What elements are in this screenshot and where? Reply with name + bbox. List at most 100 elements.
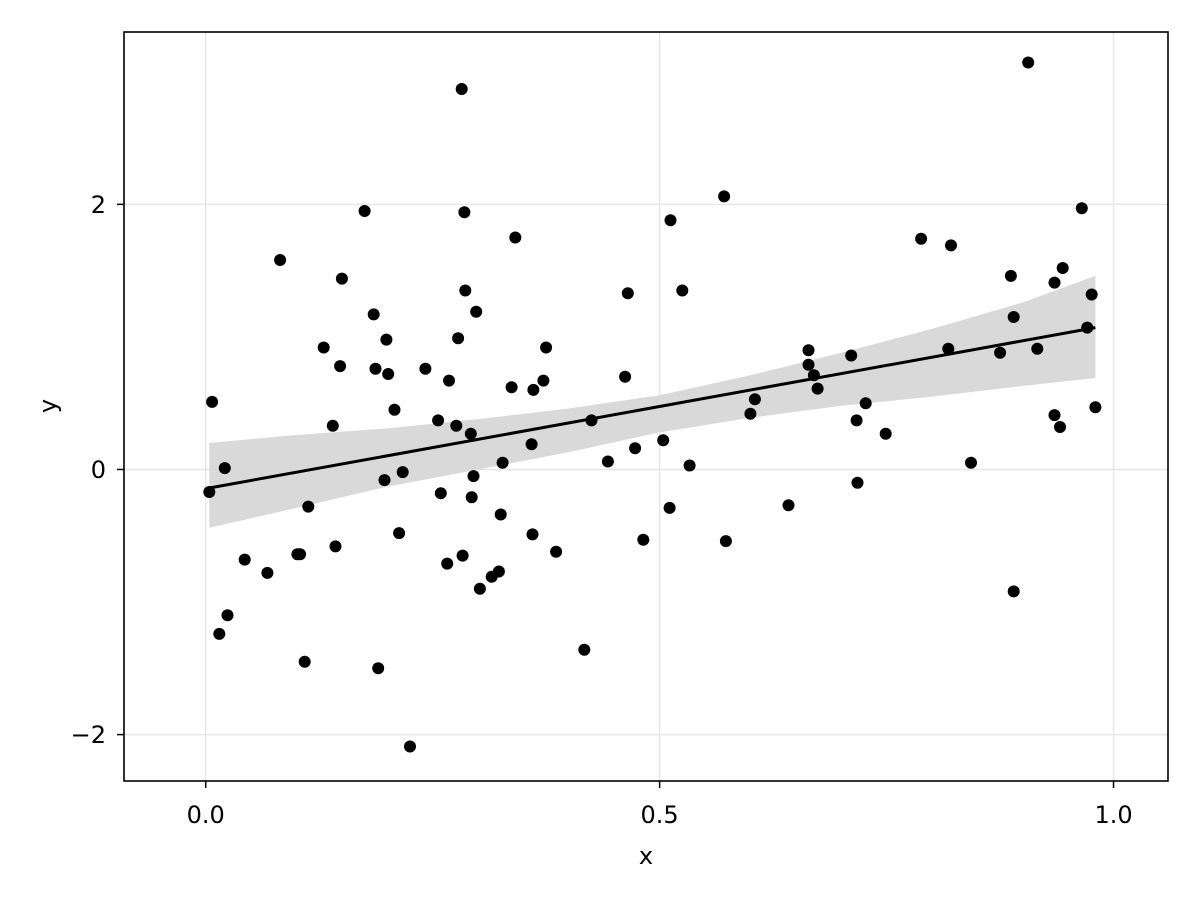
y-axis: −2 0 2 (71, 191, 124, 749)
data-point (452, 332, 465, 345)
data-point (470, 305, 483, 318)
data-point (1081, 321, 1094, 334)
data-point (718, 190, 731, 203)
confidence-band-layer (209, 275, 1096, 528)
data-point (748, 393, 761, 406)
data-point (719, 535, 732, 548)
x-tick-label: 1.0 (1094, 801, 1132, 829)
data-point (382, 368, 395, 380)
data-point (1075, 202, 1088, 215)
plot-frame (123, 31, 1169, 782)
data-point (578, 643, 591, 656)
data-point (850, 414, 863, 427)
data-point (1007, 585, 1020, 598)
data-point (505, 381, 518, 394)
data-point (945, 239, 957, 252)
data-point (492, 565, 505, 578)
data-point (465, 491, 478, 504)
data-point (683, 459, 696, 472)
data-point (432, 414, 445, 427)
data-point (358, 205, 371, 217)
data-point (859, 397, 872, 410)
data-point (509, 231, 522, 244)
data-point (378, 474, 391, 487)
data-point (994, 346, 1007, 359)
data-point (942, 342, 955, 355)
data-point (663, 501, 676, 514)
data-point (238, 553, 251, 566)
data-point (367, 308, 380, 321)
data-point (369, 362, 382, 375)
data-point (218, 462, 231, 475)
data-point (915, 232, 928, 245)
data-point (1054, 421, 1066, 433)
data-point (601, 455, 614, 468)
data-point (540, 341, 553, 354)
data-point (467, 470, 480, 483)
data-point (526, 528, 539, 541)
x-tick-label: 0.0 (187, 801, 225, 829)
data-point (965, 456, 977, 469)
data-point (782, 499, 795, 512)
confidence-band (209, 275, 1096, 528)
y-tick-label: −2 (71, 721, 106, 749)
data-point (851, 476, 864, 489)
data-point (1056, 262, 1069, 274)
data-point (335, 272, 348, 285)
data-point (621, 287, 634, 300)
data-point (458, 206, 471, 219)
data-point (396, 466, 409, 479)
data-point (879, 427, 892, 440)
data-point (1007, 311, 1020, 323)
x-axis: 0.0 0.5 1.0 (187, 781, 1133, 829)
y-tick-label: 0 (91, 456, 106, 484)
data-point (274, 254, 287, 266)
data-point (317, 341, 330, 354)
data-point (456, 549, 469, 562)
x-tick-label: 0.5 (641, 801, 679, 829)
data-point (213, 627, 226, 640)
x-axis-title: x (639, 842, 653, 870)
data-point (527, 383, 540, 396)
data-points (203, 56, 1102, 753)
data-point (261, 566, 274, 579)
data-point (203, 486, 216, 498)
data-point (298, 655, 311, 668)
data-point (744, 407, 757, 420)
data-point (459, 284, 472, 297)
data-point (473, 582, 486, 595)
data-point (434, 487, 447, 500)
data-point (294, 548, 307, 561)
data-point (1085, 288, 1098, 301)
data-point (537, 374, 550, 387)
data-point (802, 358, 815, 371)
data-point (464, 427, 477, 440)
data-point (419, 362, 432, 375)
data-point (404, 740, 416, 753)
data-point (525, 438, 538, 451)
data-point (664, 214, 677, 227)
y-tick-label: 2 (91, 191, 106, 219)
data-point (380, 333, 393, 346)
data-point (550, 545, 563, 558)
data-point (494, 508, 507, 521)
data-point (388, 403, 401, 416)
data-point (637, 533, 650, 546)
data-point (1048, 409, 1061, 422)
data-point (334, 360, 347, 373)
data-point (811, 382, 824, 395)
data-point (619, 370, 632, 383)
data-point (845, 349, 858, 362)
data-point (302, 500, 315, 513)
data-point (496, 456, 509, 469)
data-point (585, 414, 598, 427)
data-point (802, 344, 815, 357)
data-point (1089, 401, 1102, 414)
data-point (676, 284, 689, 297)
data-point (657, 434, 670, 447)
data-point (443, 374, 455, 387)
data-point (1022, 56, 1035, 69)
data-point (393, 527, 406, 540)
